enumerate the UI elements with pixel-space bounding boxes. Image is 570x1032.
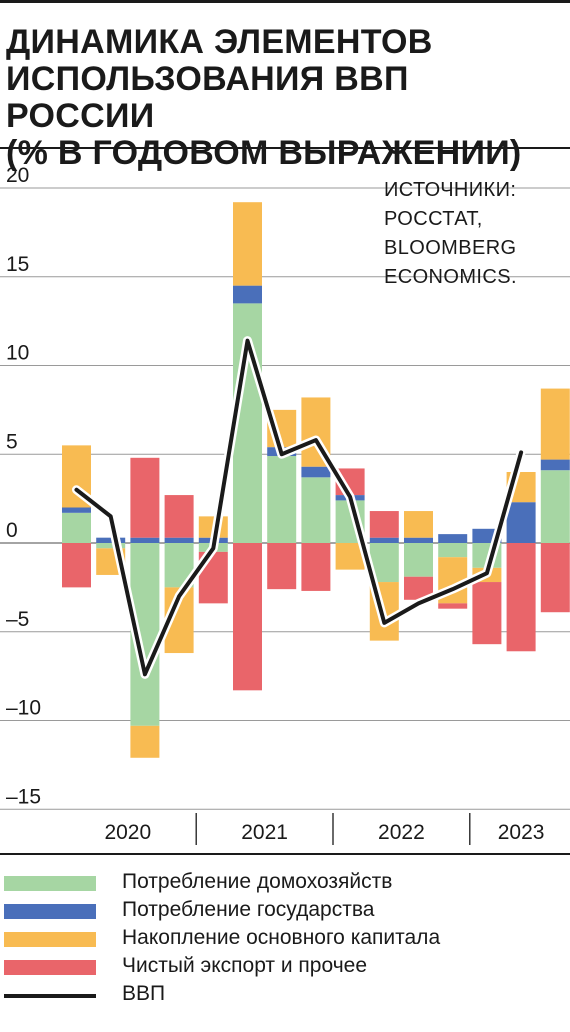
gdp-line-layer	[72, 336, 526, 679]
bar-government	[233, 285, 262, 304]
x-year-label: 2020	[104, 821, 151, 844]
legend-label-gdp: ВВП	[122, 982, 166, 1005]
legend-swatch-investment	[4, 932, 96, 947]
bar-government	[369, 537, 399, 543]
y-tick-label: 15	[6, 253, 29, 276]
legend-item-gdp: ВВП	[0, 980, 570, 1008]
legend-label-government: Потребление государства	[122, 898, 375, 921]
legend: Потребление домохозяйств Потребление гос…	[0, 868, 570, 1008]
bar-government	[62, 507, 91, 513]
bar-net_export	[472, 582, 502, 645]
gdp-line	[74, 338, 524, 677]
y-tick-label: –15	[6, 785, 41, 808]
bar-consumption	[267, 456, 297, 543]
y-tick-label: 10	[6, 342, 29, 365]
y-tick-label: 5	[6, 430, 18, 453]
bar-investment	[540, 388, 570, 460]
bar-government	[164, 537, 194, 543]
legend-swatch-gdp	[4, 994, 96, 998]
bar-consumption	[62, 512, 91, 543]
bar-investment	[233, 202, 262, 286]
y-tick-label: –10	[6, 697, 41, 720]
bar-investment	[404, 511, 433, 538]
bar-consumption	[540, 470, 570, 543]
bar-net_export	[130, 457, 160, 538]
bar-consumption	[96, 543, 126, 549]
legend-label-net-export: Чистый экспорт и прочее	[122, 954, 367, 977]
legend-swatch-government	[4, 904, 96, 919]
bar-net_export	[267, 543, 297, 590]
bar-net_export	[301, 543, 331, 591]
title-line-2: ИСПОЛЬЗОВАНИЯ ВВП РОССИИ	[6, 60, 409, 135]
chart-title: ДИНАМИКА ЭЛЕМЕНТОВ ИСПОЛЬЗОВАНИЯ ВВП РОС…	[6, 24, 566, 172]
chart-plot: 20 15 10 5 0 –5 –10 –15 2020 2021 2022 2023	[0, 164, 570, 845]
bar-net_export	[438, 603, 468, 609]
source-line-4: ECONOMICS.	[384, 266, 517, 288]
x-year-label: 2022	[378, 821, 425, 844]
legend-item-net-export: Чистый экспорт и прочее	[0, 952, 570, 980]
legend-item-government: Потребление государства	[0, 896, 570, 924]
bar-net_export	[369, 511, 399, 538]
bar-government	[404, 537, 433, 543]
bar-government	[96, 537, 126, 543]
source-line-3: BLOOMBERG	[384, 237, 517, 259]
x-axis: 2020 2021 2022 2023	[104, 813, 544, 845]
bar-investment	[130, 725, 160, 758]
bar-government	[438, 534, 468, 543]
bar-government	[540, 459, 570, 471]
source-note: ИСТОЧНИКИ: РОССТАТ, BLOOMBERG ECONOMICS.	[384, 176, 517, 292]
legend-item-investment: Накопление основного капитала	[0, 924, 570, 952]
bar-consumption	[301, 477, 331, 543]
legend-label-consumption: Потребление домохозяйств	[122, 870, 393, 893]
bar-government	[130, 537, 160, 543]
source-line-1: ИСТОЧНИКИ:	[384, 179, 517, 201]
bar-net_export	[62, 543, 91, 588]
y-tick-label: –5	[6, 608, 29, 631]
bar-net_export	[540, 543, 570, 613]
x-year-label: 2023	[498, 821, 545, 844]
bar-net_export	[506, 543, 536, 652]
bar-government	[301, 466, 331, 478]
top-rule	[0, 0, 570, 3]
legend-label-investment: Накопление основного капитала	[122, 926, 441, 949]
bar-consumption	[404, 543, 433, 577]
title-line-1: ДИНАМИКА ЭЛЕМЕНТОВ	[6, 23, 433, 61]
legend-rule	[0, 853, 570, 855]
bar-net_export	[233, 543, 262, 691]
y-tick-label: 0	[6, 519, 18, 542]
y-ticks: 20 15 10 5 0 –5 –10 –15	[6, 164, 41, 808]
title-line-3: (% В ГОДОВОМ ВЫРАЖЕНИИ)	[6, 134, 522, 172]
legend-swatch-consumption	[4, 876, 96, 891]
x-year-label: 2021	[241, 821, 288, 844]
bar-net_export	[404, 576, 433, 600]
bar-government	[506, 502, 536, 543]
title-rule	[0, 147, 570, 149]
legend-swatch-net-export	[4, 960, 96, 975]
legend-item-consumption: Потребление домохозяйств	[0, 868, 570, 896]
bar-net_export	[164, 495, 194, 538]
source-line-2: РОССТАТ,	[384, 208, 483, 230]
bar-consumption	[438, 543, 468, 558]
y-tick-label: 20	[6, 164, 29, 187]
